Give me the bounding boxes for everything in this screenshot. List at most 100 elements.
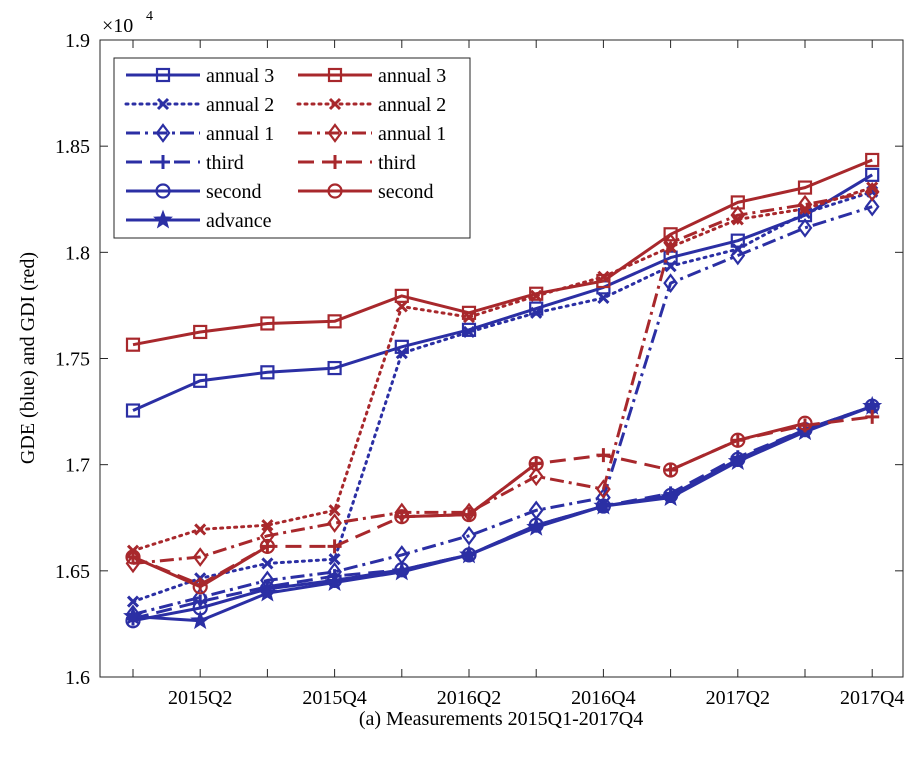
legend-marker bbox=[155, 183, 171, 199]
series-line bbox=[132, 190, 873, 565]
y-tick-label: 1.65 bbox=[55, 561, 90, 583]
data-point bbox=[528, 456, 544, 472]
data-point bbox=[461, 525, 477, 546]
data-point bbox=[327, 360, 342, 376]
data-point bbox=[261, 519, 274, 532]
data-point bbox=[126, 595, 140, 608]
data-point bbox=[192, 547, 208, 567]
legend-label: second bbox=[206, 181, 262, 203]
data-point bbox=[194, 523, 207, 536]
data-point bbox=[730, 205, 746, 226]
data-point bbox=[327, 314, 342, 329]
data-point bbox=[328, 504, 341, 517]
data-point bbox=[596, 448, 611, 463]
data-point bbox=[123, 606, 143, 625]
data-point bbox=[260, 365, 275, 380]
x-tick-label: 2015Q2 bbox=[168, 687, 232, 709]
data-point bbox=[597, 270, 610, 283]
legend: annual 3 annual 3 annual 2 annual 2 annual 1… bbox=[113, 57, 471, 239]
series-5 bbox=[123, 395, 883, 630]
legend-box bbox=[113, 57, 471, 239]
series-line bbox=[132, 173, 873, 412]
series-line bbox=[131, 186, 874, 553]
legend-marker bbox=[156, 97, 170, 111]
series-line bbox=[132, 158, 873, 347]
x-axis: 2015Q2 2015Q4 2016Q2 2016Q4 2017Q2 2017Q4 bbox=[132, 40, 904, 709]
data-point bbox=[730, 432, 746, 448]
data-point bbox=[730, 245, 746, 266]
data-point bbox=[727, 451, 748, 470]
data-point bbox=[257, 582, 278, 602]
x-tick-label: 2015Q4 bbox=[302, 687, 366, 709]
data-point bbox=[395, 300, 408, 313]
data-point bbox=[459, 544, 479, 564]
series-7 bbox=[126, 181, 879, 557]
y-axis: 1.6 1.65 1.7 1.75 1.8 1.85 1.9 bbox=[55, 30, 903, 689]
legend-label: annual 1 bbox=[378, 123, 446, 145]
data-point bbox=[797, 218, 813, 238]
series-line bbox=[132, 545, 269, 589]
legend-marker bbox=[327, 183, 343, 199]
data-point bbox=[395, 347, 408, 360]
data-point bbox=[462, 325, 476, 339]
series-line bbox=[132, 404, 873, 621]
legend-marker bbox=[328, 155, 342, 169]
data-point bbox=[462, 311, 476, 324]
data-point bbox=[797, 180, 813, 195]
legend-label: second bbox=[378, 181, 434, 203]
data-point bbox=[530, 306, 543, 319]
x-tick-label: 2016Q4 bbox=[571, 687, 635, 709]
data-point bbox=[394, 509, 410, 525]
y-tick-label: 1.9 bbox=[65, 30, 90, 52]
y-tick-label: 1.7 bbox=[65, 455, 90, 477]
data-point bbox=[597, 291, 610, 305]
data-point bbox=[528, 466, 544, 487]
y-tick-label: 1.75 bbox=[55, 349, 90, 371]
exponent-power: 4 bbox=[146, 9, 153, 24]
data-point bbox=[125, 403, 141, 418]
x-axis-title: (a) Measurements 2015Q1-2017Q4 bbox=[359, 708, 643, 730]
legend-label: annual 3 bbox=[206, 65, 274, 87]
data-point bbox=[865, 167, 880, 182]
x-tick-label: 2017Q4 bbox=[840, 687, 904, 709]
series-8 bbox=[125, 181, 880, 574]
data-point bbox=[461, 322, 477, 337]
data-point bbox=[797, 415, 813, 431]
data-point bbox=[797, 194, 813, 215]
x-tick-label: 2016Q2 bbox=[437, 687, 501, 709]
series-line bbox=[401, 462, 538, 519]
data-point bbox=[660, 487, 681, 507]
data-point bbox=[192, 579, 208, 595]
legend-label: annual 2 bbox=[378, 94, 446, 116]
y-tick-label: 1.6 bbox=[65, 667, 90, 689]
y-axis-title: GDE (blue) and GDI (red) bbox=[17, 252, 39, 464]
legend-label: annual 1 bbox=[206, 123, 274, 145]
data-point bbox=[662, 462, 679, 478]
data-point bbox=[596, 479, 611, 499]
data-point bbox=[261, 557, 274, 570]
data-point bbox=[193, 373, 208, 388]
y-tick-label: 1.85 bbox=[55, 136, 90, 158]
data-point bbox=[526, 516, 547, 536]
legend-marker bbox=[327, 67, 343, 83]
series-line bbox=[132, 205, 873, 616]
data-point bbox=[193, 324, 208, 340]
data-point bbox=[663, 232, 678, 253]
legend-marker bbox=[155, 123, 171, 143]
series-2 bbox=[125, 196, 880, 625]
legend-label: advance bbox=[206, 210, 272, 232]
data-point bbox=[663, 227, 678, 242]
data-point bbox=[461, 506, 477, 523]
legend-marker bbox=[155, 67, 171, 83]
data-point bbox=[259, 538, 275, 555]
data-point bbox=[593, 495, 614, 515]
data-point bbox=[865, 409, 880, 424]
data-point bbox=[864, 181, 880, 202]
legend-label: annual 2 bbox=[206, 94, 274, 116]
data-point bbox=[260, 316, 275, 331]
data-point bbox=[328, 553, 341, 566]
data-point bbox=[866, 181, 879, 194]
data-point bbox=[125, 337, 141, 352]
legend-marker bbox=[327, 123, 343, 143]
